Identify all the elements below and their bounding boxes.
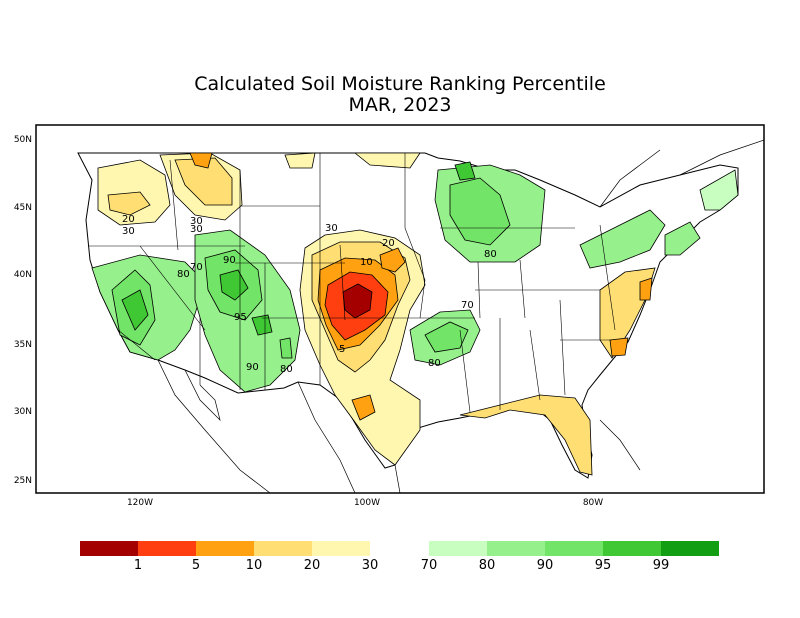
lat-label: 30N: [13, 407, 32, 417]
contour-label: 30: [190, 216, 203, 227]
contour-label: 20: [122, 214, 135, 225]
legend-label: 20: [303, 558, 321, 573]
contour-label: 10: [360, 257, 373, 268]
contour-label: 90: [223, 255, 236, 266]
legend-label: 5: [191, 558, 201, 573]
contour-label: 80: [177, 269, 190, 280]
legend-swatch: [603, 541, 661, 556]
contour-label: 80: [484, 249, 497, 260]
contour-label: 90: [246, 362, 259, 373]
lon-label: 120W: [126, 498, 154, 508]
lat-label: 25N: [13, 476, 32, 486]
legend-label: 1: [133, 558, 143, 573]
legend-swatch: [487, 541, 545, 556]
contour-label: 95: [234, 312, 247, 323]
legend-swatch: [254, 541, 312, 556]
contour-label: 30: [122, 226, 135, 237]
legend-swatch: [661, 541, 719, 556]
contour-label: 30: [190, 224, 203, 235]
legend-swatch: [80, 541, 138, 556]
contour-label: 20: [382, 238, 395, 249]
map-subtitle: MAR, 2023: [348, 94, 452, 116]
lon-label: 100W: [353, 498, 381, 508]
legend-label: 70: [420, 558, 438, 573]
legend-swatch: [196, 541, 254, 556]
contour-label: 30: [325, 223, 338, 234]
map-title: Calculated Soil Moisture Ranking Percent…: [194, 73, 606, 95]
legend-swatch: [312, 541, 370, 556]
lat-label: 50N: [13, 135, 32, 145]
contour-label: 70: [190, 262, 203, 273]
legend-swatch: [138, 541, 196, 556]
lat-label: 35N: [13, 340, 32, 350]
lat-label: 45N: [13, 203, 32, 213]
legend-label: 99: [652, 558, 670, 573]
dry-anomaly-regions: [97, 152, 656, 476]
map-frame: [35, 124, 765, 494]
legend-label: 30: [361, 558, 379, 573]
contour-label: 70: [461, 300, 474, 311]
legend-swatch: [429, 541, 487, 556]
legend-label: 90: [536, 558, 554, 573]
lon-label: 80W: [582, 498, 604, 508]
state-boundaries: [88, 153, 616, 413]
legend-label: 80: [478, 558, 496, 573]
legend-label: 95: [594, 558, 612, 573]
legend-swatch: [545, 541, 603, 556]
contour-label: 5: [339, 344, 345, 355]
contour-label: 80: [428, 358, 441, 369]
wet-anomaly-regions: [91, 161, 739, 393]
contour-label: 80: [280, 364, 293, 375]
neighbor-coastlines: [157, 139, 764, 493]
legend-label: 10: [245, 558, 263, 573]
contour-labels: 20 30 30 30 80 70 90 95 90 80 30 20 10 5…: [122, 214, 497, 375]
lat-label: 40N: [13, 270, 32, 280]
